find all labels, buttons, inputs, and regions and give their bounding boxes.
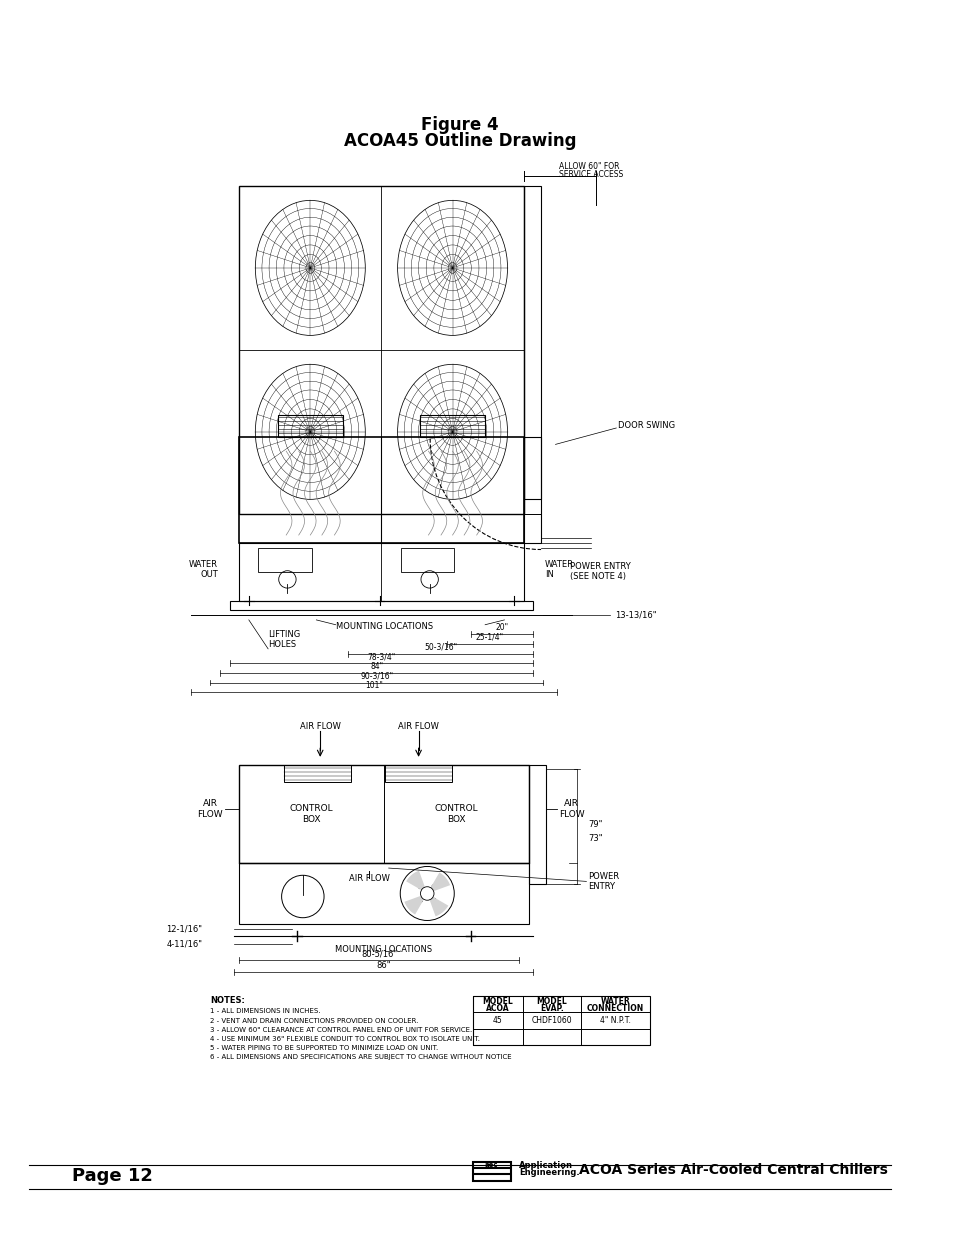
Text: Figure 4: Figure 4 bbox=[421, 116, 498, 135]
Text: WATER
OUT: WATER OUT bbox=[189, 559, 217, 579]
Text: 4" N.P.T.: 4" N.P.T. bbox=[599, 1016, 630, 1025]
Text: AIR FLOW: AIR FLOW bbox=[299, 721, 340, 730]
Text: EVAP.: EVAP. bbox=[539, 1004, 563, 1013]
Text: MOUNTING LOCATIONS: MOUNTING LOCATIONS bbox=[335, 622, 433, 631]
Bar bbox=[419, 415, 485, 437]
Text: 80-5/16": 80-5/16" bbox=[360, 950, 396, 958]
Polygon shape bbox=[429, 897, 448, 916]
Text: NOTES:: NOTES: bbox=[210, 997, 245, 1005]
FancyArrowPatch shape bbox=[435, 899, 441, 910]
Circle shape bbox=[420, 887, 434, 900]
Text: ACOA: ACOA bbox=[485, 1004, 509, 1013]
Bar bbox=[528, 764, 545, 884]
FancyArrowPatch shape bbox=[411, 900, 421, 908]
Text: LIFTING
HOLES: LIFTING HOLES bbox=[268, 630, 300, 648]
Text: WATER: WATER bbox=[599, 998, 630, 1007]
Bar bbox=[400, 547, 454, 572]
Text: 101": 101" bbox=[365, 680, 383, 690]
Bar bbox=[277, 415, 343, 437]
Text: 86": 86" bbox=[376, 961, 391, 969]
Text: DOOR SWING: DOOR SWING bbox=[618, 421, 675, 430]
Text: 50-3/16": 50-3/16" bbox=[423, 642, 456, 651]
Text: CONNECTION: CONNECTION bbox=[586, 1004, 643, 1013]
Text: 25-1/4": 25-1/4" bbox=[476, 632, 503, 642]
Text: 20": 20" bbox=[495, 624, 508, 632]
Text: 6 - ALL DIMENSIONS AND SPECIFICATIONS ARE SUBJECT TO CHANGE WITHOUT NOTICE: 6 - ALL DIMENSIONS AND SPECIFICATIONS AR… bbox=[210, 1055, 512, 1061]
Text: 2 - VENT AND DRAIN CONNECTIONS PROVIDED ON COOLER.: 2 - VENT AND DRAIN CONNECTIONS PROVIDED … bbox=[210, 1018, 418, 1024]
Text: 45: 45 bbox=[493, 1016, 502, 1025]
Polygon shape bbox=[406, 871, 425, 890]
Polygon shape bbox=[404, 895, 424, 915]
Text: 13-13/16": 13-13/16" bbox=[615, 610, 656, 620]
Text: WATER
IN: WATER IN bbox=[544, 559, 574, 579]
Text: ACOA45 Outline Drawing: ACOA45 Outline Drawing bbox=[343, 132, 576, 149]
FancyArrowPatch shape bbox=[413, 877, 419, 888]
Text: 4-11/16": 4-11/16" bbox=[167, 940, 202, 948]
FancyArrowPatch shape bbox=[433, 879, 443, 887]
Bar bbox=[523, 437, 540, 542]
Text: ALLOW 60" FOR: ALLOW 60" FOR bbox=[558, 162, 619, 172]
Text: Engineering.: Engineering. bbox=[518, 1168, 578, 1177]
Text: Page 12: Page 12 bbox=[72, 1167, 153, 1186]
Text: 90-3/16": 90-3/16" bbox=[359, 672, 393, 680]
Polygon shape bbox=[430, 872, 450, 892]
Text: CHDF1060: CHDF1060 bbox=[531, 1016, 572, 1025]
Text: POWER ENTRY: POWER ENTRY bbox=[569, 562, 630, 572]
Text: 4 - USE MINIMUM 36" FLEXIBLE CONDUIT TO CONTROL BOX TO ISOLATE UNIT.: 4 - USE MINIMUM 36" FLEXIBLE CONDUIT TO … bbox=[210, 1036, 479, 1042]
Bar bbox=[230, 600, 533, 610]
Text: ACOA Series Air-Cooled Central Chillers: ACOA Series Air-Cooled Central Chillers bbox=[578, 1162, 886, 1177]
Text: 1 - ALL DIMENSIONS IN INCHES.: 1 - ALL DIMENSIONS IN INCHES. bbox=[210, 1009, 320, 1014]
Bar bbox=[472, 1162, 511, 1181]
Bar bbox=[239, 863, 528, 924]
Text: AIR FLOW: AIR FLOW bbox=[349, 874, 390, 883]
Bar bbox=[384, 764, 452, 782]
Bar bbox=[239, 437, 523, 542]
Text: MOUNTING LOCATIONS: MOUNTING LOCATIONS bbox=[335, 945, 432, 955]
Text: 79": 79" bbox=[588, 820, 602, 829]
Bar bbox=[523, 186, 540, 499]
Bar bbox=[239, 764, 528, 863]
Text: 12-1/16": 12-1/16" bbox=[167, 924, 202, 932]
Text: POWER
ENTRY: POWER ENTRY bbox=[588, 872, 618, 892]
Text: 84": 84" bbox=[370, 662, 383, 671]
Text: MODEL: MODEL bbox=[536, 998, 566, 1007]
Bar bbox=[239, 186, 523, 514]
Bar bbox=[258, 547, 312, 572]
Text: CONTROL
BOX: CONTROL BOX bbox=[434, 804, 477, 824]
Text: AIR FLOW: AIR FLOW bbox=[397, 721, 438, 730]
Bar bbox=[283, 764, 351, 782]
Bar bbox=[472, 997, 649, 1045]
Text: MODEL: MODEL bbox=[482, 998, 513, 1007]
Text: AIR
FLOW: AIR FLOW bbox=[197, 799, 223, 819]
Text: Application: Application bbox=[518, 1161, 572, 1171]
Bar bbox=[239, 542, 523, 600]
Text: 73": 73" bbox=[588, 834, 602, 844]
Text: AIR
FLOW: AIR FLOW bbox=[558, 799, 584, 819]
Bar bbox=[523, 499, 540, 514]
Text: CONTROL
BOX: CONTROL BOX bbox=[290, 804, 333, 824]
Text: SERVICE ACCESS: SERVICE ACCESS bbox=[558, 170, 623, 179]
Text: (SEE NOTE 4): (SEE NOTE 4) bbox=[569, 572, 625, 580]
Text: aec: aec bbox=[485, 1162, 498, 1168]
Text: 3 - ALLOW 60" CLEARANCE AT CONTROL PANEL END OF UNIT FOR SERVICE.: 3 - ALLOW 60" CLEARANCE AT CONTROL PANEL… bbox=[210, 1026, 472, 1032]
Text: 78-3/4": 78-3/4" bbox=[367, 652, 395, 661]
Text: 5 - WATER PIPING TO BE SUPPORTED TO MINIMIZE LOAD ON UNIT.: 5 - WATER PIPING TO BE SUPPORTED TO MINI… bbox=[210, 1045, 438, 1051]
